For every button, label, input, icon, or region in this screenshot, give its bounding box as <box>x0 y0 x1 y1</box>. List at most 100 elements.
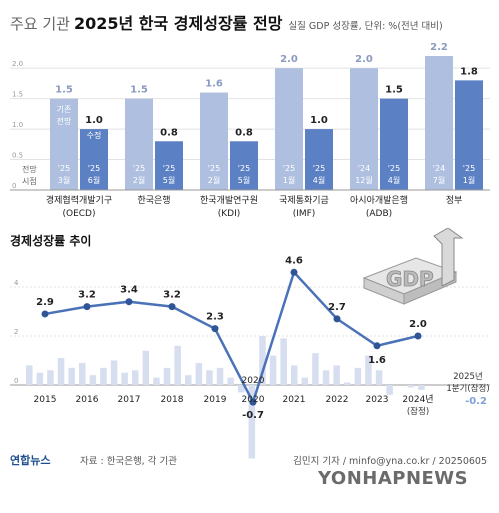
page-title: 2025년 한국 경제성장률 전망 <box>73 14 283 33</box>
quarterly-bar <box>386 385 393 395</box>
row-label: 시점 <box>22 176 37 186</box>
chart-subtitle: 실질 GDP 성장률, 단위: %(전년 대비) <box>288 21 443 32</box>
y-tick-label: 0.5 <box>12 152 23 160</box>
quarterly-bar <box>110 360 118 385</box>
data-label: -0.7 <box>242 410 264 421</box>
x-tick-label: 2022 <box>326 395 349 405</box>
quarterly-bar <box>269 355 277 385</box>
quarterly-bar <box>195 362 203 385</box>
quarterly-bar <box>36 372 44 385</box>
category-label: 아시아개발은행 <box>350 194 408 206</box>
quarterly-bar <box>248 385 256 459</box>
data-point <box>373 342 381 350</box>
quarterly-bar <box>163 367 171 385</box>
date-label: 5월 <box>238 175 250 185</box>
x-tick-note: (잠정) <box>407 406 429 417</box>
quarterly-bar <box>100 367 107 385</box>
bar-revised-forecast <box>380 98 408 190</box>
date-label: 6월 <box>88 175 100 185</box>
watermark: YONHAPNEWS <box>318 468 469 489</box>
quarterly-bar <box>333 365 340 385</box>
bar-previous-forecast <box>275 68 303 190</box>
data-label: 1.8 <box>460 66 478 77</box>
bar-previous-forecast <box>125 98 153 190</box>
category-label: (IMF) <box>293 209 316 219</box>
x-tick-label: 2021 <box>283 395 306 405</box>
data-label: 2.2 <box>430 42 448 53</box>
data-point <box>249 398 257 406</box>
data-point <box>414 332 422 340</box>
quarterly-bar <box>132 370 139 385</box>
category-label: 경제협력개발기구 <box>46 194 112 206</box>
gdp-text: GDP <box>386 267 434 291</box>
extra-point-label: 1분기(잠정) <box>446 383 489 394</box>
data-label: 2.0 <box>409 319 427 330</box>
quarterly-bar <box>418 385 425 390</box>
x-tick-label: 2017 <box>118 395 141 405</box>
date-label: '25 <box>388 164 400 173</box>
data-label: 1.0 <box>85 115 103 126</box>
data-point <box>211 325 219 333</box>
yonhap-logo: 연합뉴스 <box>10 454 51 467</box>
title-prefix: 주요 기관 <box>10 15 70 33</box>
category-label: (OECD) <box>62 209 95 219</box>
bar-previous-forecast <box>350 68 378 190</box>
quarterly-bar <box>153 377 160 385</box>
date-label: '25 <box>238 164 250 173</box>
y-tick-label: 2.0 <box>12 60 23 68</box>
data-label: 1.6 <box>205 79 223 90</box>
date-label: 1월 <box>463 175 475 185</box>
x-tick-label: 2020 <box>242 376 265 386</box>
quarterly-bar <box>121 372 128 385</box>
quarterly-bar <box>238 385 245 393</box>
quarterly-bar <box>206 370 213 385</box>
date-label: '24 <box>358 164 370 173</box>
quarterly-bar <box>142 350 150 385</box>
quarterly-bar <box>57 358 65 385</box>
x-tick-label: 2018 <box>161 395 184 405</box>
y-tick-label: 0 <box>14 377 18 385</box>
data-label: 2.9 <box>36 297 54 308</box>
date-label: 2월 <box>133 175 145 185</box>
data-point <box>83 303 91 311</box>
data-label: 1.5 <box>130 85 148 96</box>
bar-previous-forecast <box>200 92 228 190</box>
date-label: '25 <box>208 164 220 173</box>
data-label: 2.0 <box>355 54 373 65</box>
bar-previous-forecast <box>50 98 78 190</box>
quarterly-bar <box>216 367 224 385</box>
quarterly-bar <box>291 365 298 385</box>
bar-revised-forecast <box>230 141 258 190</box>
extra-point-label: 2025년 <box>453 371 482 382</box>
data-label: 0.8 <box>235 127 253 138</box>
data-label: 1.5 <box>385 85 403 96</box>
data-label: 1.5 <box>55 85 73 96</box>
data-point <box>41 310 49 318</box>
quarterly-bar <box>322 370 330 385</box>
quarterly-bar <box>79 362 86 385</box>
data-point <box>125 298 133 306</box>
row-label: 전망 <box>22 164 37 174</box>
y-tick-label: 1.5 <box>12 91 23 99</box>
data-label: 1.6 <box>368 355 386 366</box>
date-label: 3월 <box>58 175 70 185</box>
category-label: 국제통화기금 <box>279 195 329 206</box>
data-label: 3.2 <box>163 290 181 301</box>
data-label: 4.6 <box>285 255 303 266</box>
legend-label-revised: 수정 <box>87 130 102 140</box>
bar-revised-forecast <box>80 129 108 190</box>
trend-section-title: 경제성장률 추이 <box>10 234 92 248</box>
date-label: 7월 <box>433 175 445 185</box>
growth-line <box>44 269 419 406</box>
bar-revised-forecast <box>155 141 183 190</box>
category-label: (KDI) <box>218 209 241 219</box>
category-label: 정부 <box>446 195 463 206</box>
x-tick-label: 2023 <box>366 395 389 405</box>
reporter-credit: 김민지 기자 / minfo@yna.co.kr / 20250605 <box>293 456 487 467</box>
quarterly-bar <box>407 385 415 388</box>
quarterly-bar <box>354 367 362 385</box>
quarterly-bar <box>68 367 75 385</box>
y-tick-label: 0 <box>12 182 16 190</box>
data-label: 1.0 <box>310 115 328 126</box>
